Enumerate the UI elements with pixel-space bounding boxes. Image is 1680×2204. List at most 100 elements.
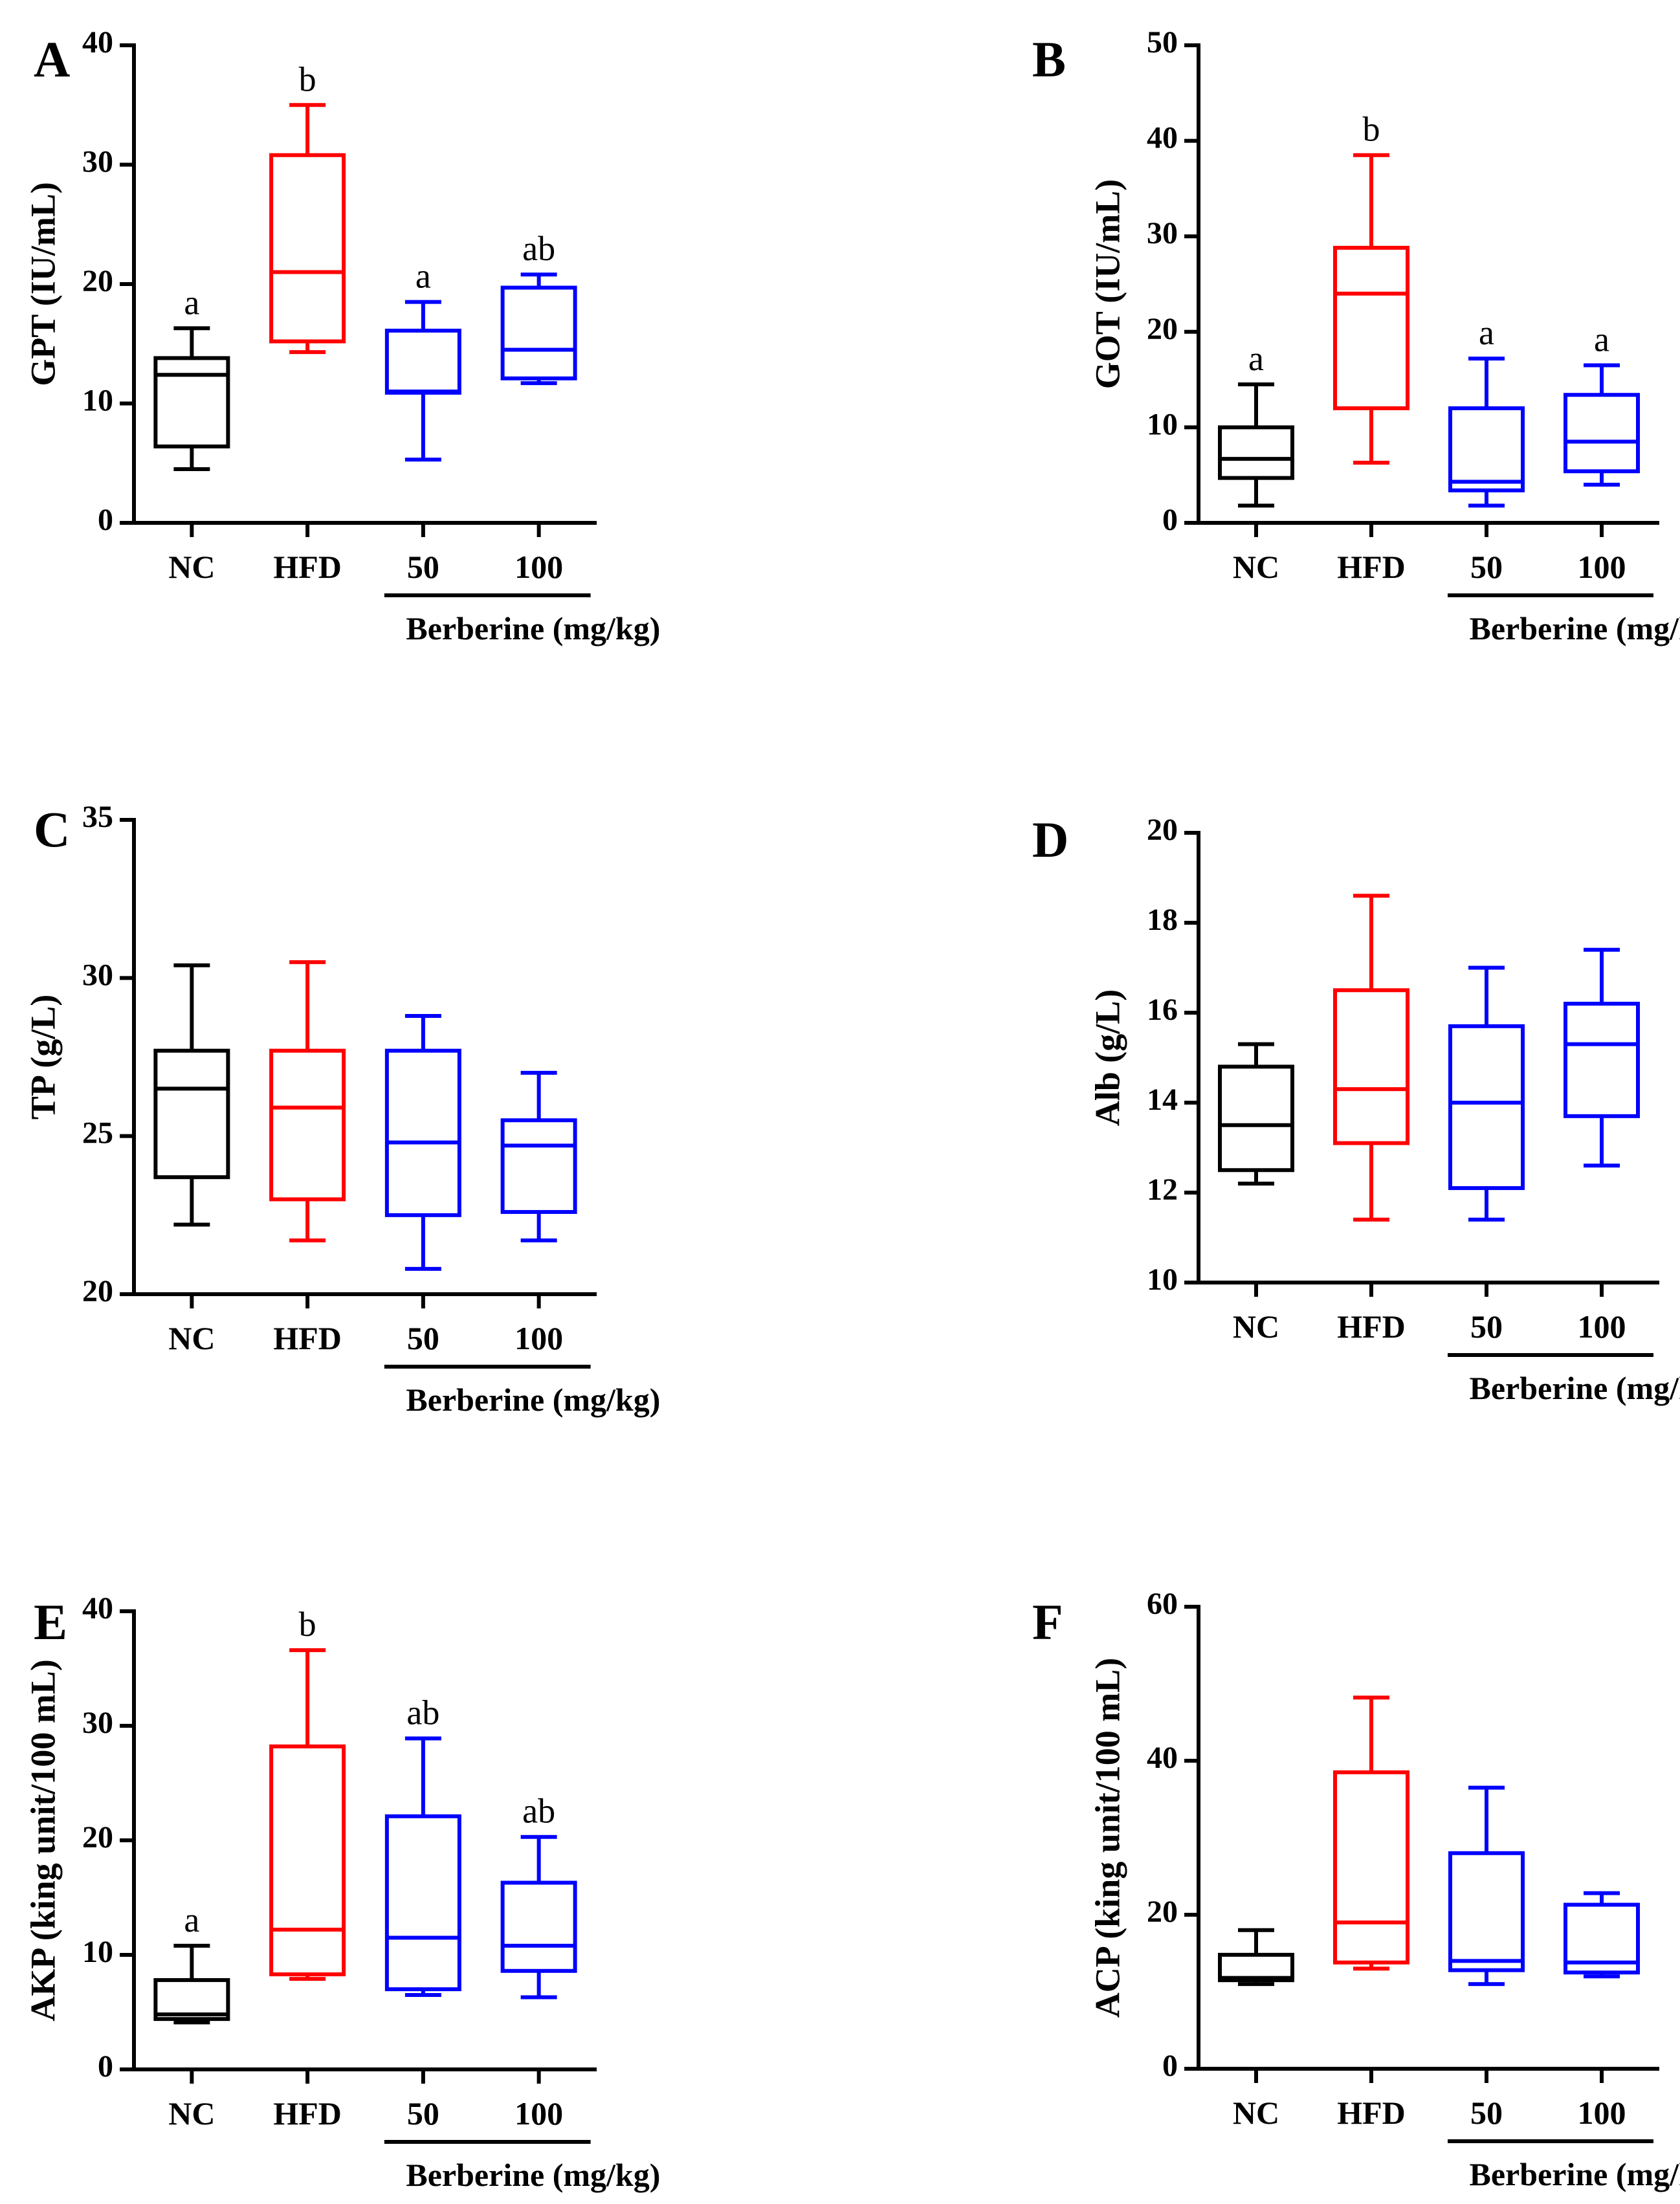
box-hfd [1333, 1695, 1409, 1971]
x-tick-label: NC [168, 2095, 215, 2132]
x-group-label: Berberine (mg/kg) [406, 1382, 660, 1418]
y-tick-label: 0 [98, 503, 113, 537]
significance-letter: ab [522, 229, 555, 268]
panel-b: B 0 10 20 30 40 50 NC HFD 50 100 Berberine (mg/kg) G… [1032, 25, 1680, 646]
y-axis-label: AKP (king unit/100 mL) [23, 1659, 62, 2022]
iqr-box [384, 1814, 461, 1992]
y-axis-label: GPT (IU/mL) [23, 182, 62, 386]
box-nc [1218, 1042, 1294, 1186]
x-group-label: Berberine (mg/kg) [1470, 1370, 1680, 1406]
y-tick-label: 20 [82, 1820, 113, 1855]
y-tick-label: 18 [1147, 903, 1178, 937]
y-tick-label: 0 [1162, 503, 1178, 537]
box-nc: a [153, 283, 230, 471]
box-hfd [269, 960, 346, 1242]
iqr-box [1218, 1064, 1294, 1173]
y-tick-label: 60 [1147, 1587, 1178, 1621]
box-50: a [1448, 313, 1525, 508]
box-100: ab [500, 229, 577, 386]
panel-c: C 20 25 30 35 NC HFD 50 100 Berberine (mg/kg) TP (… [23, 800, 660, 1418]
box-hfd: b [1333, 110, 1409, 465]
significance-letter: ab [522, 1792, 555, 1831]
significance-letter: a [1248, 339, 1264, 378]
box-100 [1564, 1891, 1640, 1979]
y-tick-label: 20 [82, 1274, 113, 1308]
significance-letter: b [299, 1605, 316, 1644]
y-tick-label: 12 [1147, 1173, 1178, 1207]
iqr-box [1448, 1851, 1525, 1972]
y-tick-label: 30 [82, 958, 113, 992]
x-tick-label: HFD [273, 549, 342, 585]
x-tick-label: HFD [273, 2095, 342, 2132]
iqr-box [500, 285, 577, 380]
x-tick-label: 50 [407, 2095, 439, 2132]
box-50 [1448, 965, 1525, 1222]
panel-letter: C [34, 801, 70, 857]
panel-f: F 0 20 40 60 NC HFD 50 100 Berberine (mg/kg) ACP (… [1032, 1587, 1680, 2192]
box-hfd: b [269, 1605, 346, 1981]
significance-letter: b [1363, 110, 1380, 149]
iqr-box [384, 328, 461, 395]
significance-letter: a [1594, 320, 1609, 358]
x-tick-label: 50 [1470, 2095, 1503, 2131]
y-tick-label: 20 [82, 264, 113, 298]
box-50: a [384, 257, 461, 462]
iqr-box [1333, 988, 1409, 1145]
panel-letter: B [1032, 31, 1066, 87]
y-tick-label: 40 [82, 25, 113, 60]
x-tick-label: 100 [1578, 549, 1626, 585]
box-hfd [1333, 894, 1409, 1222]
iqr-box [153, 1978, 230, 2022]
box-50 [1448, 1785, 1525, 1987]
x-tick-label: HFD [1337, 2095, 1406, 2131]
x-tick-label: NC [168, 1320, 215, 1356]
y-tick-label: 0 [1162, 2049, 1178, 2083]
y-tick-label: 35 [82, 800, 113, 834]
x-tick-label: NC [1233, 2095, 1279, 2131]
y-tick-label: 20 [1147, 1895, 1178, 1929]
y-tick-label: 40 [1147, 1741, 1178, 1775]
panel-letter: F [1032, 1594, 1063, 1650]
iqr-box [1333, 1770, 1409, 1965]
x-tick-label: 50 [407, 549, 439, 585]
x-tick-label: 100 [1578, 1308, 1626, 1345]
panel-letter: E [34, 1594, 67, 1650]
x-tick-label: 50 [1470, 1308, 1503, 1345]
x-tick-label: HFD [273, 1320, 342, 1356]
x-tick-label: 100 [514, 1320, 563, 1356]
y-tick-label: 30 [1147, 216, 1178, 250]
x-tick-label: 100 [514, 549, 563, 585]
y-axis-label: Alb (g/L) [1088, 989, 1127, 1127]
box-hfd: b [269, 60, 346, 355]
y-tick-label: 30 [82, 1706, 113, 1740]
iqr-box [500, 1118, 577, 1214]
y-tick-label: 16 [1147, 993, 1178, 1027]
y-tick-label: 40 [1147, 121, 1178, 155]
x-group-label: Berberine (mg/kg) [1470, 2156, 1680, 2192]
significance-letter: a [184, 283, 199, 322]
y-tick-label: 30 [82, 145, 113, 179]
iqr-box [269, 1048, 346, 1202]
x-tick-label: 50 [1470, 549, 1503, 585]
significance-letter: a [1479, 313, 1494, 352]
x-group-label: Berberine (mg/kg) [1470, 610, 1680, 646]
iqr-box [1218, 425, 1294, 480]
significance-letter: a [415, 257, 431, 296]
iqr-box [1448, 406, 1525, 492]
box-nc: a [1218, 339, 1294, 508]
x-tick-label: HFD [1337, 549, 1406, 585]
iqr-box [500, 1880, 577, 1973]
iqr-box [1564, 1902, 1640, 1975]
x-group-label: Berberine (mg/kg) [406, 610, 660, 646]
y-tick-label: 40 [82, 1591, 113, 1625]
box-50 [384, 1013, 461, 1271]
iqr-box [1564, 1002, 1640, 1118]
y-tick-label: 25 [82, 1116, 113, 1151]
box-100 [500, 1070, 577, 1242]
iqr-box [1564, 393, 1640, 474]
box-100 [1564, 947, 1640, 1168]
iqr-box [269, 1744, 346, 1977]
x-tick-label: NC [1233, 549, 1279, 585]
x-group-label: Berberine (mg/kg) [406, 2157, 660, 2193]
y-tick-label: 20 [1147, 813, 1178, 847]
